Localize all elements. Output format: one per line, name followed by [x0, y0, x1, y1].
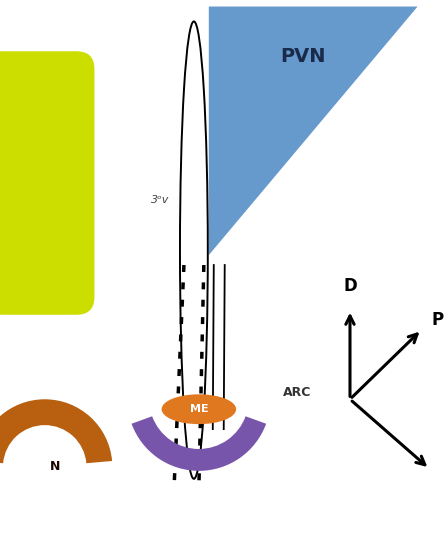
Text: D: D	[343, 277, 357, 295]
Ellipse shape	[162, 394, 236, 424]
Polygon shape	[209, 7, 417, 255]
Text: PVN: PVN	[280, 47, 326, 66]
Wedge shape	[132, 416, 266, 471]
Text: N: N	[49, 460, 60, 473]
Wedge shape	[0, 399, 112, 463]
Text: 3ᵒv: 3ᵒv	[151, 195, 169, 205]
Ellipse shape	[180, 21, 208, 479]
Text: ME: ME	[190, 404, 208, 414]
Text: P: P	[432, 311, 444, 329]
FancyBboxPatch shape	[0, 51, 94, 315]
Text: ARC: ARC	[283, 386, 312, 399]
